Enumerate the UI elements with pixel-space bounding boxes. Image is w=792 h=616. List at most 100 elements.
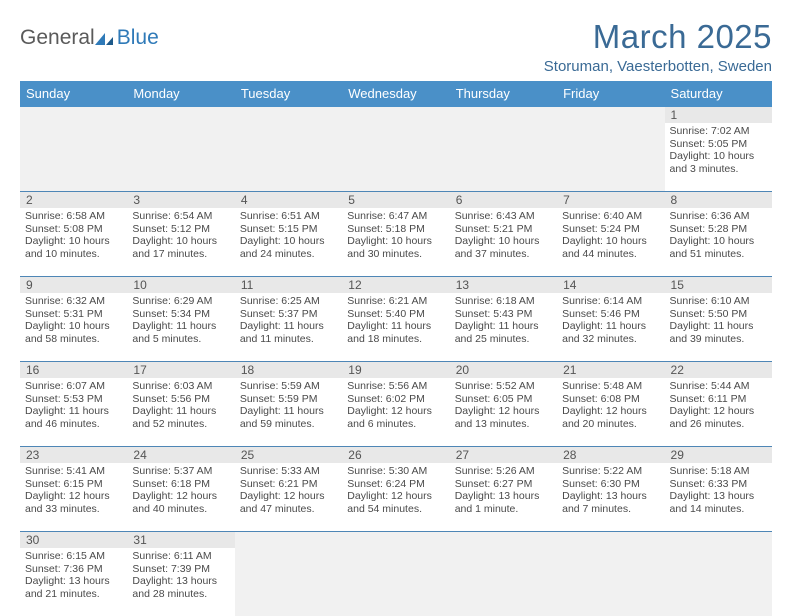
day-cell: Sunrise: 6:58 AMSunset: 5:08 PMDaylight:… <box>20 208 127 276</box>
daylight-line: Daylight: 10 hours and 3 minutes. <box>670 150 767 175</box>
day-number: 5 <box>342 192 449 208</box>
daylight-line: Daylight: 10 hours and 37 minutes. <box>455 235 552 260</box>
empty-cell <box>665 548 772 616</box>
weekday-thursday: Thursday <box>450 81 557 107</box>
day-number <box>342 532 449 548</box>
sunset-line: Sunset: 5:43 PM <box>455 308 552 321</box>
day-number: 25 <box>235 447 342 463</box>
sunset-line: Sunset: 5:12 PM <box>132 223 229 236</box>
weekday-saturday: Saturday <box>665 81 772 107</box>
empty-cell <box>235 548 342 616</box>
sunrise-line: Sunrise: 5:18 AM <box>670 465 767 478</box>
week-row: Sunrise: 7:02 AMSunset: 5:05 PMDaylight:… <box>20 123 772 192</box>
day-number: 19 <box>342 362 449 378</box>
week-row: Sunrise: 6:32 AMSunset: 5:31 PMDaylight:… <box>20 293 772 362</box>
day-number <box>235 532 342 548</box>
day-number: 15 <box>665 277 772 293</box>
day-number: 20 <box>450 362 557 378</box>
sunset-line: Sunset: 5:46 PM <box>562 308 659 321</box>
daylight-line: Daylight: 13 hours and 28 minutes. <box>132 575 229 600</box>
day-cell: Sunrise: 6:29 AMSunset: 5:34 PMDaylight:… <box>127 293 234 361</box>
day-cell: Sunrise: 5:18 AMSunset: 6:33 PMDaylight:… <box>665 463 772 531</box>
sunset-line: Sunset: 5:05 PM <box>670 138 767 151</box>
sunset-line: Sunset: 5:56 PM <box>132 393 229 406</box>
daylight-line: Daylight: 13 hours and 21 minutes. <box>25 575 122 600</box>
week-row: Sunrise: 5:41 AMSunset: 6:15 PM Daylight:… <box>20 463 772 532</box>
daylight-line: Daylight: 12 hours and 47 minutes. <box>240 490 337 515</box>
daylight-line: Daylight: 10 hours and 24 minutes. <box>240 235 337 260</box>
day-number: 22 <box>665 362 772 378</box>
title-block: March 2025 Storuman, Vaesterbotten, Swed… <box>544 18 772 75</box>
day-number: 26 <box>342 447 449 463</box>
day-number: 30 <box>20 532 127 548</box>
sunrise-line: Sunrise: 6:10 AM <box>670 295 767 308</box>
day-cell: Sunrise: 6:32 AMSunset: 5:31 PMDaylight:… <box>20 293 127 361</box>
weekday-sunday: Sunday <box>20 81 127 107</box>
sunrise-line: Sunrise: 5:41 AM <box>25 465 122 478</box>
daynum-row: 1 <box>20 107 772 123</box>
daylight-line: Daylight: 13 hours and 7 minutes. <box>562 490 659 515</box>
day-number: 24 <box>127 447 234 463</box>
daylight-line: Daylight: 11 hours and 46 minutes. <box>25 405 122 430</box>
sunrise-line: Sunrise: 5:48 AM <box>562 380 659 393</box>
sunrise-line: Sunrise: 5:44 AM <box>670 380 767 393</box>
day-number: 9 <box>20 277 127 293</box>
daylight-line: Daylight: 13 hours and 1 minute. <box>455 490 552 515</box>
day-cell: Sunrise: 6:11 AMSunset: 7:39 PMDaylight:… <box>127 548 234 616</box>
sunrise-line: Sunrise: 6:32 AM <box>25 295 122 308</box>
calendar-body: 1Sunrise: 7:02 AMSunset: 5:05 PMDaylight… <box>20 107 772 616</box>
empty-cell <box>235 123 342 191</box>
sunrise-line: Sunrise: 6:18 AM <box>455 295 552 308</box>
sunrise-line: Sunrise: 6:58 AM <box>25 210 122 223</box>
sunset-line: Sunset: 6:30 PM <box>562 478 659 491</box>
day-number: 29 <box>665 447 772 463</box>
logo: General Blue <box>20 18 159 50</box>
day-cell: Sunrise: 5:22 AMSunset: 6:30 PMDaylight:… <box>557 463 664 531</box>
sunrise-line: Sunrise: 6:40 AM <box>562 210 659 223</box>
sunset-line: Sunset: 6:05 PM <box>455 393 552 406</box>
weekday-header: SundayMondayTuesdayWednesdayThursdayFrid… <box>20 81 772 107</box>
day-number: 17 <box>127 362 234 378</box>
weekday-friday: Friday <box>557 81 664 107</box>
day-number: 13 <box>450 277 557 293</box>
daynum-row: 9101112131415 <box>20 277 772 293</box>
day-cell: Sunrise: 6:43 AMSunset: 5:21 PMDaylight:… <box>450 208 557 276</box>
week-row: Sunrise: 6:58 AMSunset: 5:08 PMDaylight:… <box>20 208 772 277</box>
day-number: 27 <box>450 447 557 463</box>
day-number: 14 <box>557 277 664 293</box>
daylight-line: Daylight: 12 hours and 54 minutes. <box>347 490 444 515</box>
week-row: Sunrise: 6:07 AMSunset: 5:53 PMDaylight:… <box>20 378 772 447</box>
day-number: 10 <box>127 277 234 293</box>
day-number: 11 <box>235 277 342 293</box>
calendar: SundayMondayTuesdayWednesdayThursdayFrid… <box>20 81 772 616</box>
day-number <box>450 532 557 548</box>
sunrise-line: Sunrise: 6:36 AM <box>670 210 767 223</box>
day-number <box>20 107 127 123</box>
sunrise-line: Sunrise: 6:21 AM <box>347 295 444 308</box>
day-number <box>450 107 557 123</box>
day-number: 23 <box>20 447 127 463</box>
daylight-line: Daylight: 12 hours and 20 minutes. <box>562 405 659 430</box>
sunset-line: Sunset: 5:34 PM <box>132 308 229 321</box>
day-cell: Sunrise: 6:51 AMSunset: 5:15 PMDaylight:… <box>235 208 342 276</box>
day-cell: Sunrise: 6:54 AMSunset: 5:12 PMDaylight:… <box>127 208 234 276</box>
day-cell: Sunrise: 5:33 AMSunset: 6:21 PMDaylight:… <box>235 463 342 531</box>
day-cell: Sunrise: 5:44 AMSunset: 6:11 PMDaylight:… <box>665 378 772 446</box>
sunset-line: Sunset: 5:53 PM <box>25 393 122 406</box>
location: Storuman, Vaesterbotten, Sweden <box>544 58 772 75</box>
day-number: 18 <box>235 362 342 378</box>
sunset-line: Sunset: 5:50 PM <box>670 308 767 321</box>
empty-cell <box>557 123 664 191</box>
sunset-line: Sunset: 6:33 PM <box>670 478 767 491</box>
sunset-line: Sunset: 6:15 PM <box>25 478 122 491</box>
sunset-line: Sunset: 5:18 PM <box>347 223 444 236</box>
daylight-line: Daylight: 12 hours and 13 minutes. <box>455 405 552 430</box>
day-number <box>557 532 664 548</box>
logo-text-general: General <box>20 26 95 50</box>
sunset-line: Sunset: 6:08 PM <box>562 393 659 406</box>
sunrise-line: Sunrise: 5:33 AM <box>240 465 337 478</box>
day-cell: Sunrise: 5:48 AMSunset: 6:08 PMDaylight:… <box>557 378 664 446</box>
sunset-line: Sunset: 5:31 PM <box>25 308 122 321</box>
daylight-line: Daylight: 11 hours and 59 minutes. <box>240 405 337 430</box>
day-number <box>665 532 772 548</box>
